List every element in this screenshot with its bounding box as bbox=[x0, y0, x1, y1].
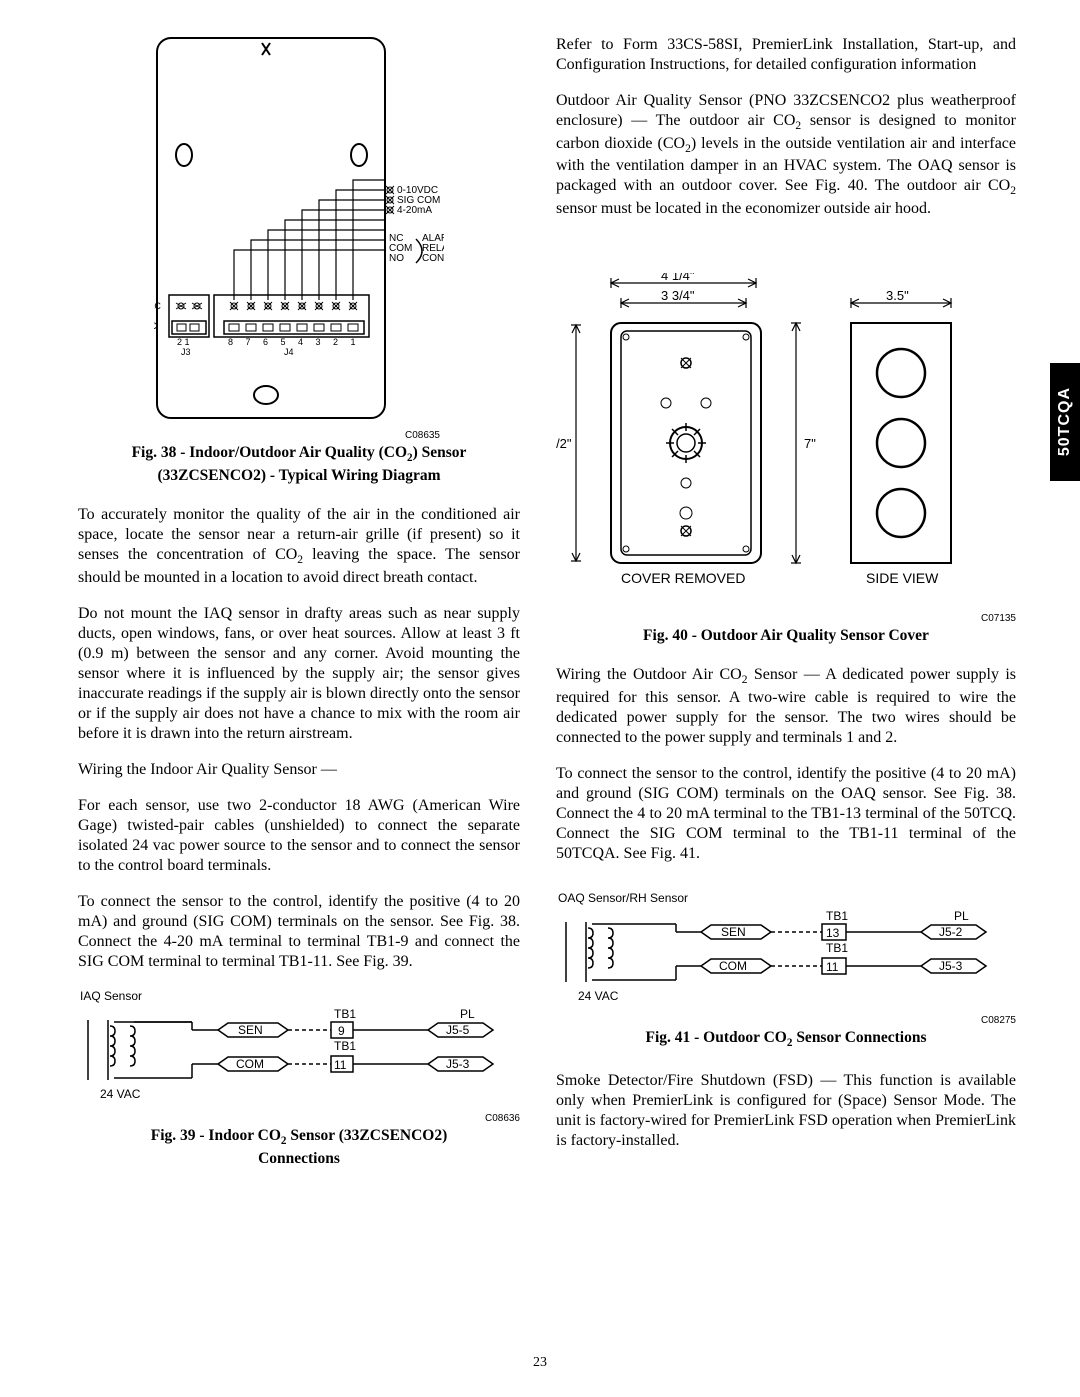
svg-text:PL: PL bbox=[954, 909, 969, 923]
left-para-4: For each sensor, use two 2-conductor 18 … bbox=[78, 796, 520, 876]
left-para-3: Wiring the Indoor Air Quality Sensor — bbox=[78, 760, 520, 780]
svg-text:SEN: SEN bbox=[721, 925, 746, 939]
svg-text:TB1: TB1 bbox=[826, 941, 848, 955]
left-para-5: To connect the sensor to the control, id… bbox=[78, 892, 520, 972]
svg-text:COM: COM bbox=[236, 1057, 264, 1071]
fig39-diagram: IAQ Sensor TB1 PL TB1 24 VAC bbox=[78, 988, 520, 1113]
svg-text:7": 7" bbox=[804, 436, 816, 451]
svg-text:IAQ Sensor: IAQ Sensor bbox=[80, 989, 142, 1003]
right-para-2: Outdoor Air Quality Sensor (PNO 33ZCSENC… bbox=[556, 91, 1016, 219]
svg-text:TB1: TB1 bbox=[826, 909, 848, 923]
right-para-1: Refer to Form 33CS-58SI, PremierLink Ins… bbox=[556, 35, 1016, 75]
fig39-caption: Fig. 39 - Indoor CO2 Sensor (33ZCSENCO2)… bbox=[78, 1126, 520, 1168]
svg-text:11: 11 bbox=[826, 960, 839, 974]
svg-text:J4: J4 bbox=[284, 347, 294, 357]
svg-text:J3: J3 bbox=[181, 347, 191, 357]
model-tab-label: 50TCQA bbox=[1056, 387, 1074, 456]
svg-text:J5-2: J5-2 bbox=[939, 925, 963, 939]
left-para-2: Do not mount the IAQ sensor in drafty ar… bbox=[78, 604, 520, 744]
svg-text:9: 9 bbox=[338, 1024, 345, 1038]
svg-text:11: 11 bbox=[334, 1058, 347, 1072]
svg-text:24 VAC: 24 VAC bbox=[578, 989, 619, 1003]
svg-text:SEN: SEN bbox=[238, 1023, 263, 1037]
svg-text:PL: PL bbox=[460, 1007, 475, 1021]
svg-text:TB1: TB1 bbox=[334, 1039, 356, 1053]
svg-text:J5-3: J5-3 bbox=[446, 1057, 470, 1071]
svg-text:OAQ Sensor/RH Sensor: OAQ Sensor/RH Sensor bbox=[558, 891, 688, 905]
fig41-caption: Fig. 41 - Outdoor CO2 Sensor Connections bbox=[556, 1028, 1016, 1051]
page-number: 23 bbox=[0, 1355, 1080, 1371]
fig41-diagram: OAQ Sensor/RH Sensor TB1 PL TB1 24 VAC bbox=[556, 890, 1016, 1015]
left-para-1: To accurately monitor the quality of the… bbox=[78, 505, 520, 588]
fig38-diagram: 0-10VDC SIG COM 4-20mA NC COM NO ALARM R… bbox=[154, 35, 444, 430]
fig41-id: C08275 bbox=[556, 1015, 1016, 1026]
fig38-id: C08635 bbox=[78, 430, 520, 441]
svg-text:TB1: TB1 bbox=[334, 1007, 356, 1021]
left-column: 0-10VDC SIG COM 4-20mA NC COM NO ALARM R… bbox=[78, 35, 520, 1188]
svg-text:4 1/4": 4 1/4" bbox=[661, 273, 695, 283]
right-para-3: Wiring the Outdoor Air CO2 Sensor — A de… bbox=[556, 665, 1016, 748]
svg-text:CONTACTS: CONTACTS bbox=[422, 253, 444, 264]
right-column: Refer to Form 33CS-58SI, PremierLink Ins… bbox=[556, 35, 1016, 1188]
svg-text:6 1/2": 6 1/2" bbox=[556, 436, 572, 451]
right-para-5: Smoke Detector/Fire Shutdown (FSD) — Thi… bbox=[556, 1071, 1016, 1151]
svg-text:4-20mA: 4-20mA bbox=[397, 205, 432, 216]
fig39-id: C08636 bbox=[78, 1113, 520, 1124]
svg-text:SIDE VIEW: SIDE VIEW bbox=[866, 570, 939, 586]
svg-text:+ - 24 VDC: + - 24 VDC bbox=[154, 321, 157, 331]
svg-text:COVER REMOVED: COVER REMOVED bbox=[621, 570, 745, 586]
svg-text:NO: NO bbox=[389, 253, 404, 264]
svg-text:13: 13 bbox=[826, 926, 840, 940]
fig38-caption: Fig. 38 - Indoor/Outdoor Air Quality (CO… bbox=[78, 443, 520, 485]
svg-text:8 7 6 5 4 3 2 1: 8 7 6 5 4 3 2 1 bbox=[228, 337, 361, 347]
svg-text:24 VAC: 24 VAC bbox=[100, 1087, 141, 1101]
svg-text:2 1: 2 1 bbox=[177, 337, 190, 347]
svg-text:J5-5: J5-5 bbox=[446, 1023, 470, 1037]
svg-text:H G 24 VAC: H G 24 VAC bbox=[154, 301, 161, 311]
svg-text:3.5": 3.5" bbox=[886, 288, 909, 303]
fig40-caption: Fig. 40 - Outdoor Air Quality Sensor Cov… bbox=[556, 626, 1016, 645]
fig40-diagram: 4 1/4" 3 3/4" 3.5" 6 1/2" 7" bbox=[556, 273, 1016, 613]
svg-text:COM: COM bbox=[719, 959, 747, 973]
svg-text:3 3/4": 3 3/4" bbox=[661, 288, 695, 303]
svg-text:J5-3: J5-3 bbox=[939, 959, 963, 973]
fig40-id: C07135 bbox=[556, 613, 1016, 624]
right-para-4: To connect the sensor to the control, id… bbox=[556, 764, 1016, 864]
model-tab: 50TCQA bbox=[1050, 363, 1080, 481]
